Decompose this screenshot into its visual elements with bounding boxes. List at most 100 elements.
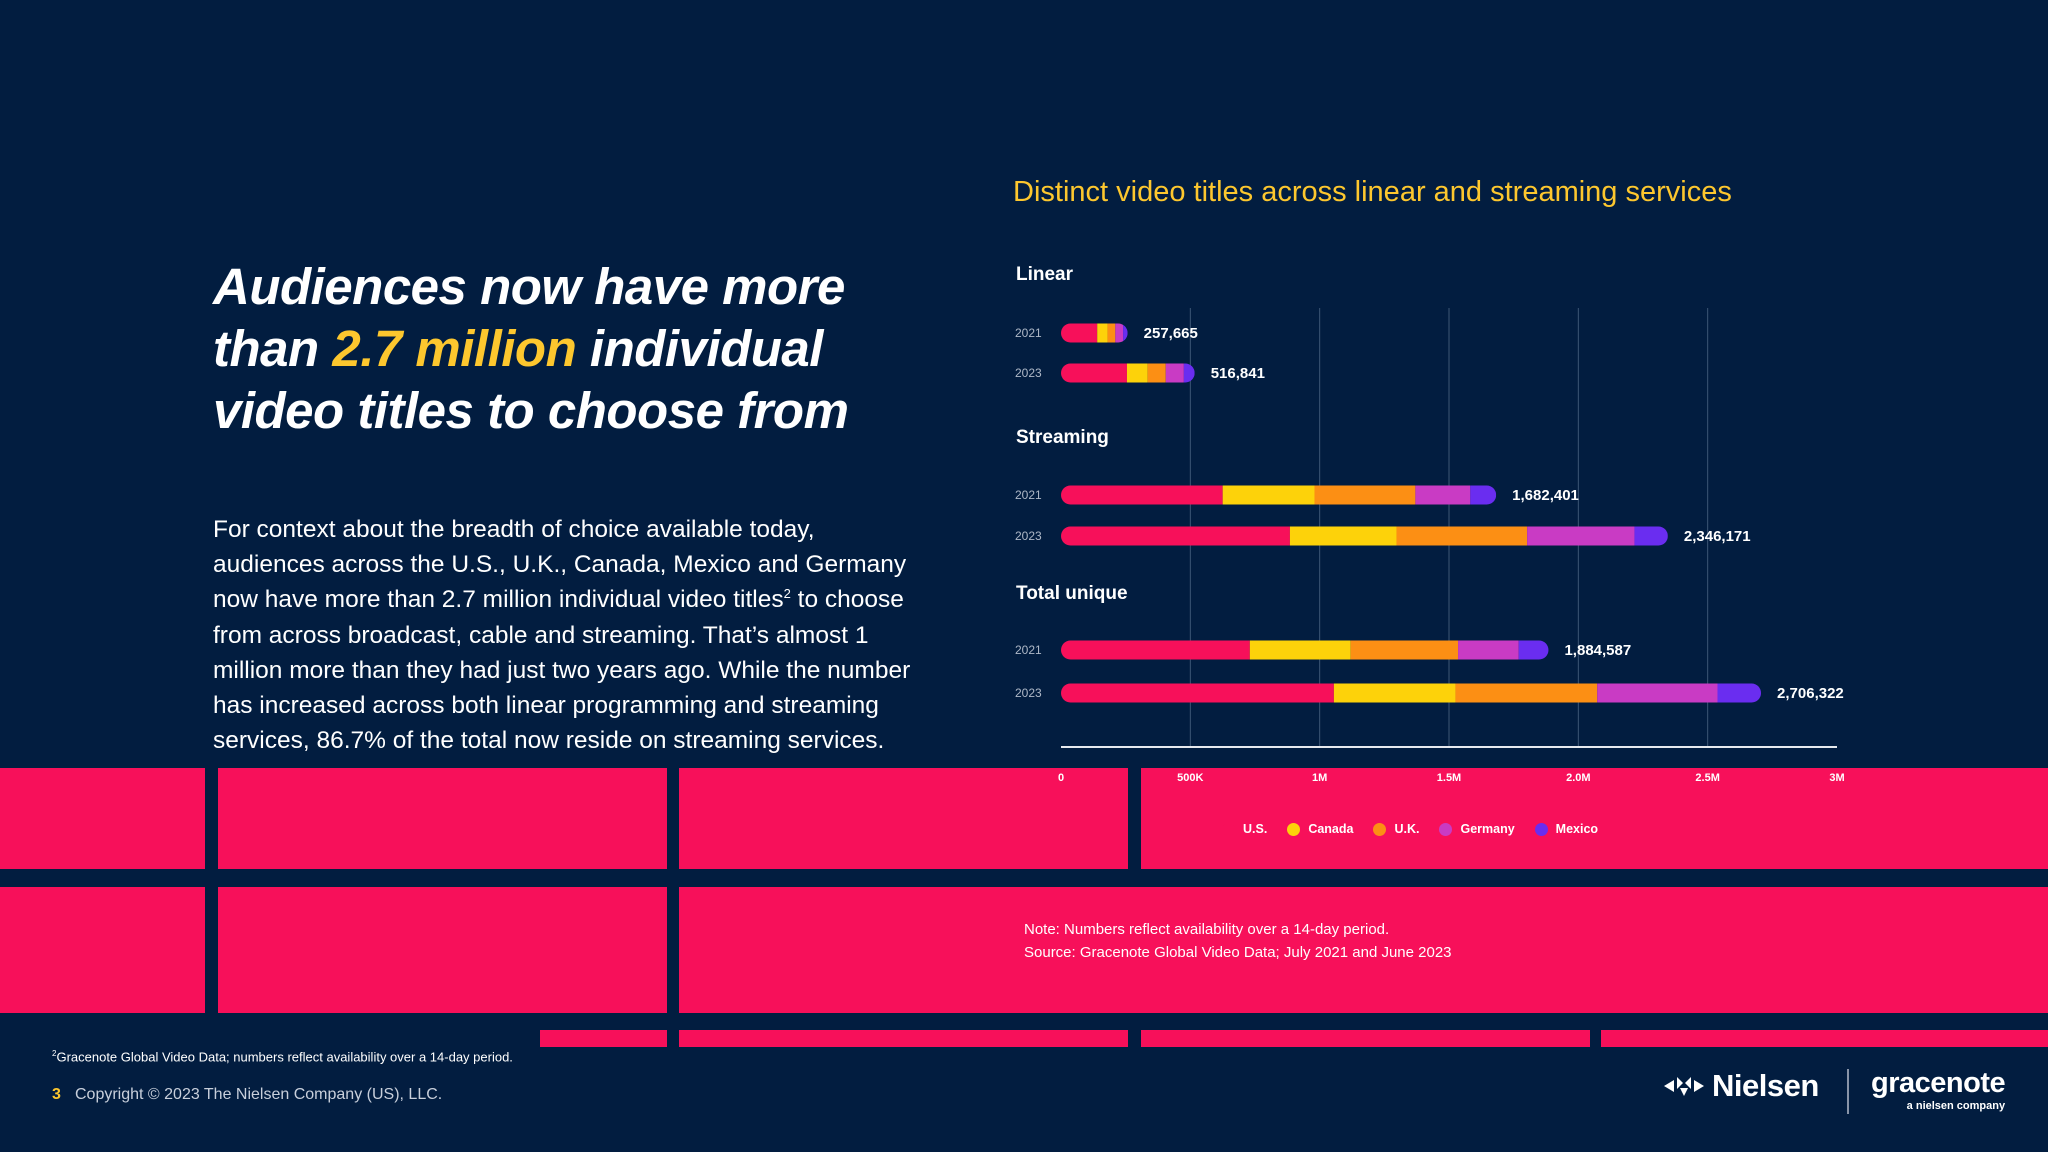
footnote-ref: 2	[783, 586, 791, 602]
year-label: 2021	[1015, 488, 1042, 502]
bar-segment-us	[1061, 526, 1290, 546]
bar-segment-germany	[1115, 323, 1124, 343]
bar-segment-us	[1061, 640, 1250, 660]
bar-segment-canada	[1126, 363, 1148, 383]
bar-segment-canada	[1222, 485, 1315, 505]
year-label: 2023	[1015, 686, 1042, 700]
bar-segment-germany	[1165, 363, 1184, 383]
nielsen-wordmark: Nielsen	[1712, 1068, 1819, 1103]
group-label: Total unique	[1016, 583, 1128, 604]
logo-divider	[1847, 1069, 1849, 1114]
bar-segment-canada	[1333, 683, 1456, 703]
bar-segment-canada	[1249, 640, 1351, 660]
bar-segment-us	[1061, 363, 1127, 383]
nielsen-mark-icon	[1664, 1077, 1704, 1096]
source-line: Source: Gracenote Global Video Data; Jul…	[1024, 944, 1452, 961]
legend-item: U.S.	[1222, 822, 1267, 836]
headline: Audiences now have more than 2.7 million…	[213, 258, 849, 439]
bar-segment-uk	[1455, 683, 1598, 703]
bar-segment-uk	[1350, 640, 1459, 660]
bar-segment-uk	[1147, 363, 1166, 383]
bar-segment-germany	[1415, 485, 1471, 505]
bar-segment-us	[1061, 323, 1098, 343]
stacked-bar	[1061, 363, 1195, 383]
bar-segment-uk	[1107, 323, 1116, 343]
bar-segment-germany	[1458, 640, 1519, 660]
stacked-bar	[1061, 640, 1549, 660]
year-label: 2021	[1015, 643, 1042, 657]
page-number: 3	[52, 1086, 61, 1103]
gracenote-wordmark: gracenote	[1871, 1067, 2006, 1099]
data-label: 516,841	[1211, 365, 1265, 382]
legend-label: Canada	[1308, 822, 1354, 836]
year-label: 2021	[1015, 326, 1042, 340]
gracenote-tagline: a nielsen company	[1906, 1100, 2006, 1112]
legend-item: U.K.	[1373, 822, 1419, 836]
stacked-bar	[1061, 683, 1762, 703]
decor-block	[1601, 1030, 2048, 1047]
bar-segment-mexico	[1518, 640, 1549, 660]
gracenote-logo: gracenote a nielsen company	[1871, 1067, 2006, 1112]
decor-block	[0, 887, 205, 1013]
data-label: 2,346,171	[1684, 528, 1751, 545]
decor-block	[1141, 1030, 1590, 1047]
legend-swatch	[1534, 822, 1548, 836]
x-tick-label: 1.5M	[1437, 772, 1461, 784]
note-line: Note: Numbers reflect availability over …	[1024, 921, 1390, 938]
chart-note: Note: Numbers reflect availability over …	[1024, 918, 1452, 964]
year-label: 2023	[1015, 366, 1042, 380]
legend-swatch	[1222, 822, 1235, 836]
bar-segment-canada	[1097, 323, 1108, 343]
decor-block	[218, 887, 667, 1013]
legend-swatch	[1287, 822, 1301, 836]
legend-swatch	[1439, 822, 1453, 836]
bar-segment-germany	[1597, 683, 1718, 703]
legend-item: Canada	[1287, 822, 1353, 836]
bar-segment-uk	[1396, 526, 1528, 546]
legend-label: U.S.	[1243, 822, 1268, 836]
bar-segment-mexico	[1123, 323, 1128, 343]
year-label: 2023	[1015, 529, 1042, 543]
bar-segment-us	[1061, 683, 1334, 703]
x-tick-label: 2.0M	[1566, 772, 1590, 784]
bar-segment-mexico	[1717, 683, 1762, 703]
bar-segment-us	[1061, 485, 1223, 505]
bar-segment-canada	[1289, 526, 1397, 546]
nielsen-logo: Nielsen	[1664, 1068, 1819, 1104]
x-tick-label: 3M	[1829, 772, 1844, 784]
bar-segment-mexico	[1183, 363, 1195, 383]
legend-label: U.K.	[1394, 822, 1420, 836]
x-tick-label: 1M	[1312, 772, 1327, 784]
decor-block	[679, 887, 2048, 1013]
decor-block	[540, 1030, 667, 1047]
x-tick-label: 0	[1058, 772, 1064, 784]
headline-highlight: 2.7 million	[332, 320, 577, 377]
decor-block	[0, 768, 205, 869]
footnote: 2Gracenote Global Video Data; numbers re…	[52, 1049, 513, 1065]
decor-block	[679, 1030, 1128, 1047]
data-label: 2,706,322	[1777, 685, 1844, 702]
chart-legend: U.S. Canada U.K. Germany Mexico	[1222, 822, 1598, 836]
data-label: 1,682,401	[1512, 487, 1579, 504]
group-label: Streaming	[1016, 427, 1109, 448]
x-tick-label: 500K	[1177, 772, 1203, 784]
legend-label: Mexico	[1555, 822, 1599, 836]
decor-block	[218, 768, 667, 869]
decor-block	[679, 768, 1128, 869]
bar-segment-mexico	[1634, 526, 1668, 546]
copyright: Copyright © 2023 The Nielsen Company (US…	[75, 1086, 443, 1103]
bar-segment-mexico	[1470, 485, 1497, 505]
legend-label: Germany	[1460, 822, 1515, 836]
bar-segment-uk	[1314, 485, 1416, 505]
legend-item: Mexico	[1534, 822, 1599, 836]
legend-swatch	[1373, 822, 1387, 836]
bar-segment-germany	[1527, 526, 1635, 546]
chart-title: Distinct video titles across linear and …	[1013, 176, 1732, 208]
decor-block	[1141, 768, 2048, 869]
x-tick-label: 2.5M	[1695, 772, 1719, 784]
data-label: 1,884,587	[1564, 642, 1631, 659]
stacked-bar	[1061, 526, 1668, 546]
body-paragraph: For context about the breadth of choice …	[213, 516, 911, 755]
